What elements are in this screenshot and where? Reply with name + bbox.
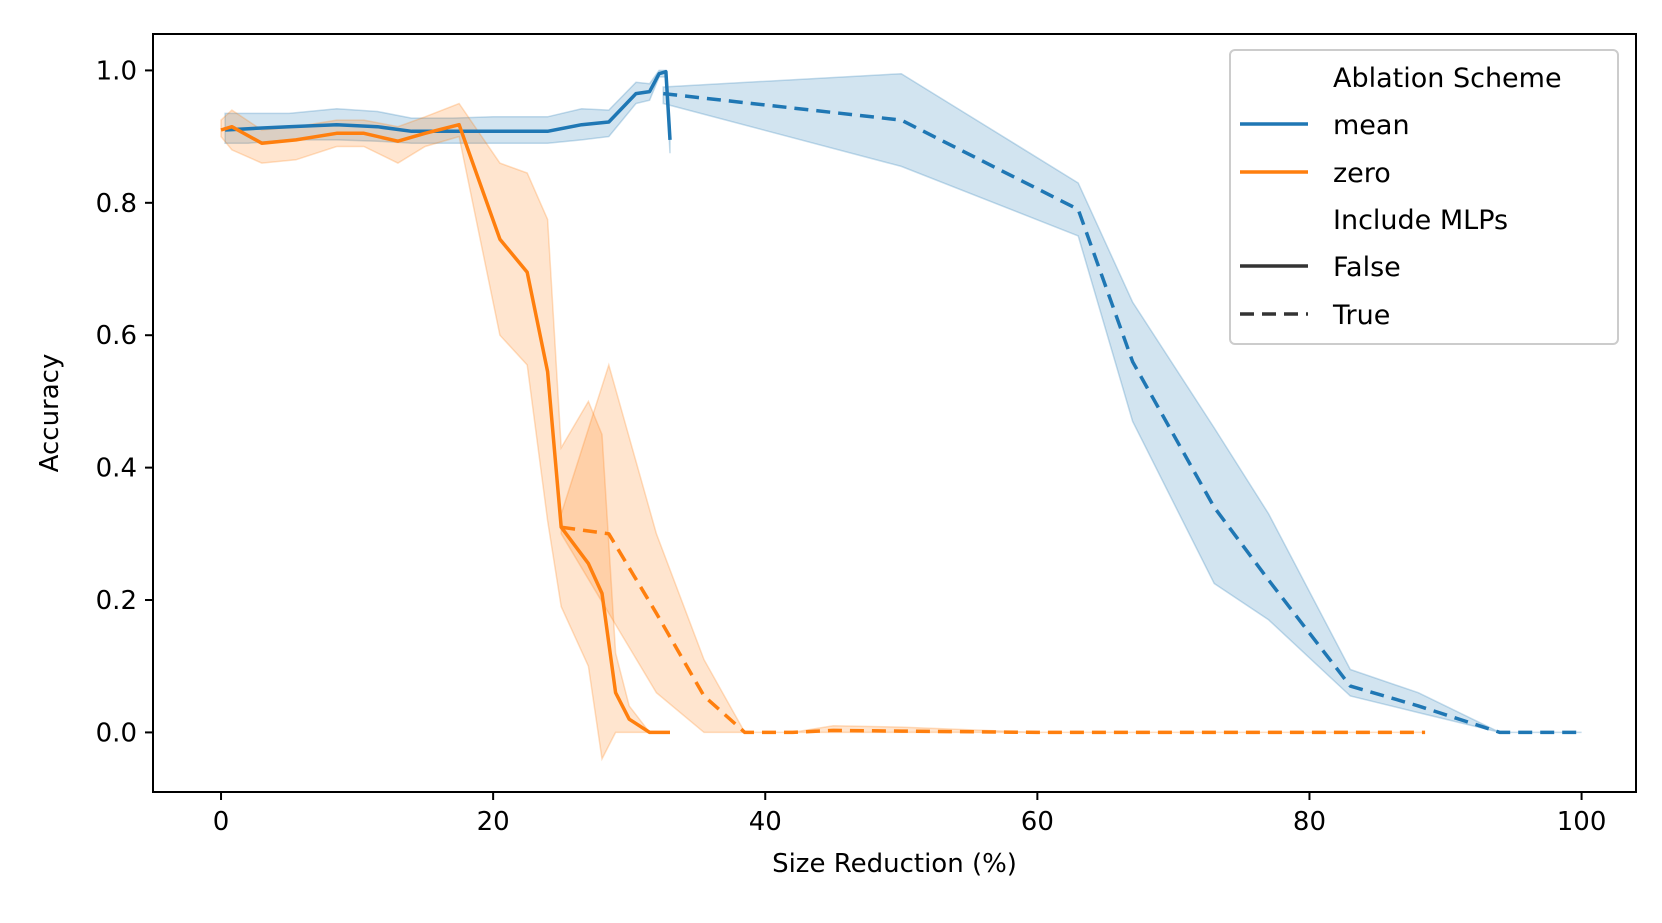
line-zero-include-mlps-false xyxy=(220,122,670,735)
y-tick-label: 0.0 xyxy=(96,718,137,748)
y-tick-label: 0.4 xyxy=(96,454,137,484)
x-tick-label: 60 xyxy=(1021,807,1054,837)
x-tick-label: 80 xyxy=(1293,807,1326,837)
legend-style-title: Include MLPs xyxy=(1333,205,1508,236)
legend-label-true: True xyxy=(1332,300,1390,331)
line-mean-include-mlps-false xyxy=(225,69,672,141)
y-tick-label: 1.0 xyxy=(96,56,137,86)
axes-frame xyxy=(152,33,1637,793)
y-axis-ticks: 0.0 0.2 0.4 0.6 0.8 1.0 xyxy=(96,56,153,748)
legend: Ablation Scheme mean zero Include MLPs F… xyxy=(1229,49,1619,345)
y-tick-label: 0.8 xyxy=(96,189,137,219)
x-axis-label: Size Reduction (%) xyxy=(772,849,1017,879)
series-lines xyxy=(220,69,1582,735)
legend-label-false: False xyxy=(1333,252,1401,283)
legend-box xyxy=(1229,49,1619,345)
line-mean-include-mlps-true xyxy=(663,91,1582,735)
x-tick-label: 40 xyxy=(749,807,782,837)
x-tick-label: 0 xyxy=(213,807,230,837)
x-tick-label: 20 xyxy=(477,807,510,837)
legend-label-zero: zero xyxy=(1333,158,1391,189)
x-axis-ticks: 0 20 40 60 80 100 xyxy=(213,792,1607,837)
y-axis-label: Accuracy xyxy=(35,354,65,473)
x-tick-label: 100 xyxy=(1557,807,1607,837)
line-zero-include-mlps-true xyxy=(560,525,1426,735)
legend-label-mean: mean xyxy=(1333,110,1410,141)
legend-hue-title: Ablation Scheme xyxy=(1333,63,1562,94)
y-tick-label: 0.2 xyxy=(96,586,137,616)
y-tick-label: 0.6 xyxy=(96,321,137,351)
